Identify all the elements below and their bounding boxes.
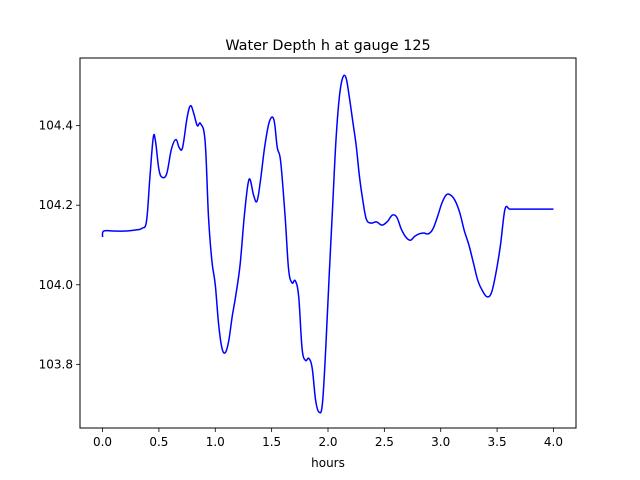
axes-frame bbox=[79, 57, 577, 429]
chart-title: Water Depth h at gauge 125 bbox=[225, 38, 430, 54]
x-axis-label: hours bbox=[311, 456, 345, 470]
x-tick-label: 3.0 bbox=[431, 435, 450, 449]
x-tick-label: 3.5 bbox=[488, 435, 507, 449]
x-tick-label: 1.5 bbox=[262, 435, 281, 449]
y-tick-label: 104.2 bbox=[39, 198, 73, 212]
x-tick-label: 4.0 bbox=[544, 435, 563, 449]
x-axis: 0.0 0.5 1.0 1.5 2.0 2.5 3.0 3.5 4.0 bbox=[93, 428, 563, 449]
series-line-0 bbox=[101, 74, 554, 414]
x-tick-label: 0.5 bbox=[149, 435, 168, 449]
y-tick-label: 103.8 bbox=[39, 357, 73, 371]
x-tick-label: 2.5 bbox=[375, 435, 394, 449]
x-tick-label: 2.0 bbox=[318, 435, 337, 449]
plot-area bbox=[101, 74, 554, 414]
x-tick-label: 1.0 bbox=[206, 435, 225, 449]
y-axis: 103.8 104.0 104.2 104.4 bbox=[39, 119, 80, 371]
y-tick-label: 104.0 bbox=[39, 278, 73, 292]
y-tick-label: 104.4 bbox=[39, 119, 73, 133]
x-tick-label: 0.0 bbox=[93, 435, 112, 449]
